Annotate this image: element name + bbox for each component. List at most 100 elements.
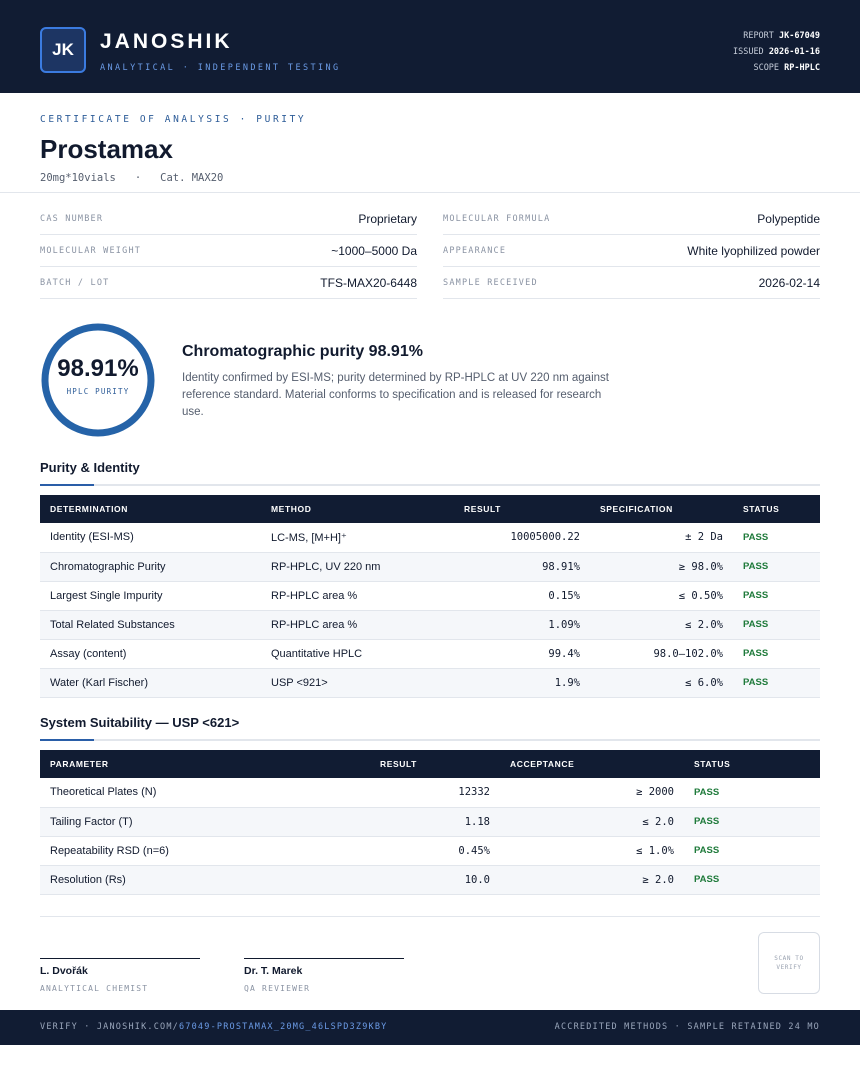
table-row: Theoretical Plates (N) 12332 ≥ 2000 PASS xyxy=(40,778,820,808)
cell: Theoretical Plates (N) xyxy=(40,778,370,808)
meta-row: ISSUED 2026-01-16 xyxy=(733,44,820,60)
summary-heading: Chromatographic purity 98.91% xyxy=(182,343,423,360)
catalog: Cat. MAX20 xyxy=(160,172,224,184)
table-body: Theoretical Plates (N) 12332 ≥ 2000 PASS Tai… xyxy=(40,778,820,895)
column-header: SPECIFICATION xyxy=(590,495,733,523)
verify-path: 67049-PROSTAMAX_20MG_46LSPD3Z9KBY xyxy=(178,1022,388,1032)
property-value: ~1000–5000 Da xyxy=(331,243,417,258)
property: APPEARANCE White lyophilized powder xyxy=(443,235,820,267)
table-row: Largest Single Impurity RP-HPLC area % 0.1… xyxy=(40,581,820,611)
property-label: SAMPLE RECEIVED xyxy=(443,277,538,288)
cell: ≤ 2.0 xyxy=(500,807,684,837)
table-body: Identity (ESI-MS) LC-MS, [M+H]⁺ 10005000.2… xyxy=(40,523,820,698)
divider xyxy=(0,192,860,193)
table-row: Water (Karl Fischer) USP <921> 1.9% ≤ 6.0% P… xyxy=(40,668,820,698)
cell: LC-MS, [M+H]⁺ xyxy=(261,523,454,553)
size: 20mg*10vials xyxy=(40,172,116,184)
cell: 98.0–102.0% xyxy=(590,639,733,669)
table-row: Resolution (Rs) 10.0 ≥ 2.0 PASS xyxy=(40,865,820,895)
cell: Quantitative HPLC xyxy=(261,639,454,669)
column-header: RESULT xyxy=(454,495,590,523)
header-bar: JK JANOSHIK ANALYTICAL · INDEPENDENT TES… xyxy=(0,0,860,93)
cell: 10.0 xyxy=(370,865,500,895)
footer: VERIFY · JANOSHIK.COM/67049-PROSTAMAX_20… xyxy=(0,1010,860,1045)
suitability-table: PARAMETER RESULT ACCEPTANCE STATUS Theoretic… xyxy=(40,750,820,895)
property-value: Polypeptide xyxy=(757,211,820,226)
property-label: MOLECULAR WEIGHT xyxy=(40,245,142,256)
meta-label: REPORT xyxy=(743,31,774,41)
signer-name: Dr. T. Marek xyxy=(244,965,303,977)
status: PASS xyxy=(684,865,820,895)
property-label: MOLECULAR FORMULA xyxy=(443,213,551,224)
cell: ≤ 0.50% xyxy=(590,581,733,611)
cell: USP <921> xyxy=(261,668,454,698)
section-rule xyxy=(40,739,820,741)
property: MOLECULAR FORMULA Polypeptide xyxy=(443,203,820,235)
gauge-label: HPLC PURITY xyxy=(66,387,130,396)
cell: ± 2 Da xyxy=(590,523,733,553)
status: PASS xyxy=(733,610,820,640)
cell: ≤ 2.0% xyxy=(590,610,733,640)
signature: L. Dvořák ANALYTICAL CHEMIST xyxy=(40,958,200,993)
property-label: APPEARANCE xyxy=(443,245,507,256)
table-head: PARAMETER RESULT ACCEPTANCE STATUS xyxy=(40,750,820,778)
signer-role: QA REVIEWER xyxy=(244,984,311,993)
table-head: DETERMINATION METHOD RESULT SPECIFICATION ST… xyxy=(40,495,820,523)
meta-row: SCOPE RP-HPLC xyxy=(733,60,820,76)
verify-link: VERIFY · JANOSHIK.COM/67049-PROSTAMAX_20… xyxy=(40,1022,387,1032)
product-subtitle: 20mg*10vials · Cat. MAX20 xyxy=(40,172,224,184)
table-row: Tailing Factor (T) 1.18 ≤ 2.0 PASS xyxy=(40,807,820,837)
property-value: White lyophilized powder xyxy=(687,243,820,258)
product-name: Prostamax xyxy=(40,134,173,164)
report-meta: REPORT JK-67049 ISSUED 2026-01-16 SCOPE RP… xyxy=(733,28,820,76)
cell: ≥ 2000 xyxy=(500,778,684,808)
table-row: Total Related Substances RP-HPLC area % 1.… xyxy=(40,610,820,640)
cell: Identity (ESI-MS) xyxy=(40,523,261,553)
cell: 1.18 xyxy=(370,807,500,837)
column-header: PARAMETER xyxy=(40,750,370,778)
purity-table: DETERMINATION METHOD RESULT SPECIFICATION ST… xyxy=(40,495,820,698)
cell: 99.4% xyxy=(454,639,590,669)
status: PASS xyxy=(733,552,820,582)
cell: ≤ 6.0% xyxy=(590,668,733,698)
cell: Repeatability RSD (n=6) xyxy=(40,836,370,866)
property: CAS NUMBER Proprietary xyxy=(40,203,417,235)
status: PASS xyxy=(733,523,820,553)
header-row: PARAMETER RESULT ACCEPTANCE STATUS xyxy=(40,750,820,778)
section-title: System Suitability — USP <621> xyxy=(40,715,240,730)
meta-value: RP-HPLC xyxy=(784,63,820,73)
cell: 98.91% xyxy=(454,552,590,582)
meta-label: SCOPE xyxy=(753,63,780,73)
table-row: Repeatability RSD (n=6) 0.45% ≤ 1.0% PASS xyxy=(40,836,820,866)
status: PASS xyxy=(733,639,820,669)
header-row: DETERMINATION METHOD RESULT SPECIFICATION ST… xyxy=(40,495,820,523)
cell: 1.9% xyxy=(454,668,590,698)
table-row: Assay (content) Quantitative HPLC 99.4% 98.… xyxy=(40,639,820,669)
column-header: STATUS xyxy=(684,750,820,778)
property-value: 2026-02-14 xyxy=(758,275,820,290)
section-rule xyxy=(40,484,820,486)
meta-row: REPORT JK-67049 xyxy=(733,28,820,44)
column-header: DETERMINATION xyxy=(40,495,261,523)
property: BATCH / LOT TFS-MAX20-6448 xyxy=(40,267,417,299)
table-row: Chromatographic Purity RP-HPLC, UV 220 nm… xyxy=(40,552,820,582)
status: PASS xyxy=(733,668,820,698)
verify-prefix: VERIFY · JANOSHIK.COM/ xyxy=(40,1022,179,1032)
cell: 10005000.22 xyxy=(454,523,590,553)
cell: 12332 xyxy=(370,778,500,808)
gauge-value: 98.91% xyxy=(57,355,139,382)
cell: ≥ 2.0 xyxy=(500,865,684,895)
cell: Total Related Substances xyxy=(40,610,261,640)
meta-label: ISSUED xyxy=(732,47,764,57)
meta-value: JK-67049 xyxy=(779,31,820,41)
cell: Chromatographic Purity xyxy=(40,552,261,582)
column-header: ACCEPTANCE xyxy=(500,750,684,778)
section-title: Purity & Identity xyxy=(40,460,140,475)
logo: JK xyxy=(40,27,86,73)
property: SAMPLE RECEIVED 2026-02-14 xyxy=(443,267,820,299)
column-header: METHOD xyxy=(261,495,454,523)
cell: Assay (content) xyxy=(40,639,261,669)
kicker: CERTIFICATE OF ANALYSIS · PURITY xyxy=(40,114,307,125)
